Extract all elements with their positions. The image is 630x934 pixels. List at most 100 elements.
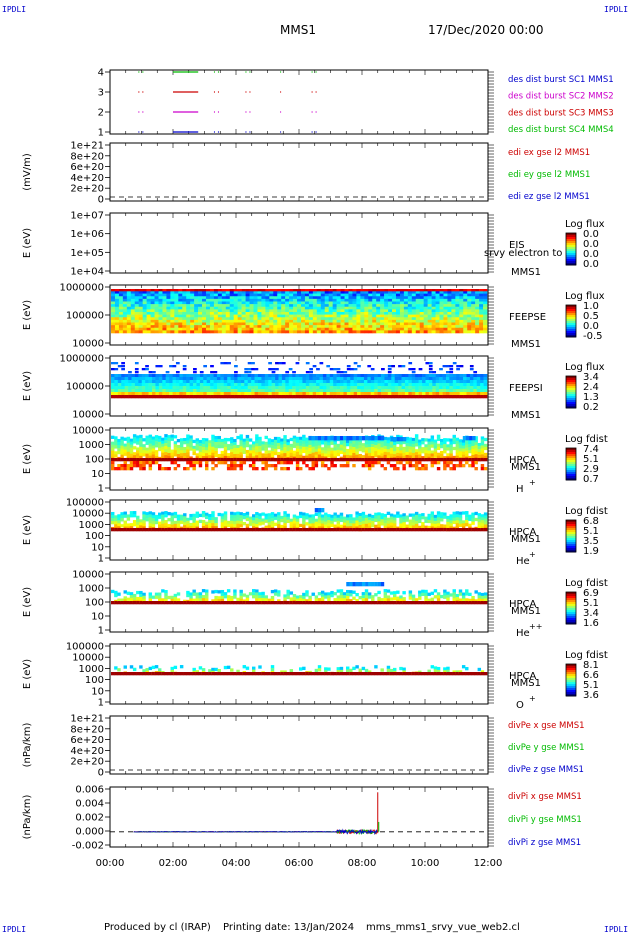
spectrogram-cell [326,383,331,387]
spacecraft-label: MMS1 [511,462,541,473]
spectrogram-cell [320,312,326,315]
spectrogram-cell [253,312,258,315]
spectrogram-cell [265,309,270,313]
spectrogram-cell [148,514,153,518]
spectrogram-cell [122,296,128,300]
spectrogram-cell [154,312,159,315]
spectrogram-cell [257,296,262,300]
spectrogram-cell [233,524,237,528]
spectrogram-cell [186,325,191,329]
y-axis-label: (mV/m) [22,153,33,191]
spectrogram-cell [423,306,428,310]
spectrogram-cell [117,464,121,468]
spectrogram-cell [363,395,368,399]
spectrogram-cell [126,317,132,321]
spectrogram-cell [195,511,200,515]
spectrogram-cell [145,380,149,384]
spectrogram-cell [229,306,234,310]
spectrogram-cell [210,380,214,384]
spectrogram-cell [179,517,184,521]
spectrogram-cell [205,309,211,313]
spectrogram-cell [427,312,432,315]
spectrogram-cell [205,317,211,321]
spectrogram-cell [380,304,385,308]
spectrogram-cell [211,446,215,451]
spectrogram-cell [280,438,284,442]
spectrogram-cell [172,395,177,399]
spectrogram-cell [205,444,209,448]
spectrogram-cell [126,293,132,297]
spectrogram-cell [111,520,115,525]
spectrogram-cell [217,325,223,329]
spectrogram-cell [213,386,218,390]
spectrogram-cell [139,461,143,465]
spectrogram-cell [308,447,312,452]
spectrogram-cell [396,452,400,457]
spectrogram-cell [295,464,300,468]
spectrogram-cell [236,517,240,521]
spectrogram-cell [459,314,464,318]
spectrogram-cell [166,319,171,323]
spectrogram-cell [324,319,329,323]
spectrogram-cell [419,325,424,329]
spectrogram-cell [123,464,127,468]
spectrogram-cell [357,386,361,390]
spectrogram-cell [477,458,482,462]
spectrogram-cell [360,319,365,323]
spectrogram-cell [439,330,444,334]
spectrogram-cell [312,325,318,329]
spectrogram-cell [223,383,228,387]
spectrogram-cell [459,291,464,294]
spectrogram-cell [330,450,334,454]
spectrogram-cell [123,452,127,456]
spectrogram-cell [227,362,231,365]
spectrogram-cell [121,389,125,393]
spectrogram-cell [155,386,160,390]
spectrogram-cell [247,374,252,378]
spectrogram-cell [339,438,344,442]
spectrogram-cell [324,314,329,318]
spectrogram-cell [293,298,298,302]
spectrogram-cell [297,322,302,326]
spectrogram-cell [201,452,206,457]
spectrogram-cell [299,436,303,441]
spectrogram-cell [415,374,419,378]
spectrogram-cell [253,322,258,326]
spectrogram-cell [199,386,204,390]
spectrogram-cell [134,291,140,294]
spectrogram-cell [280,458,284,462]
spectrogram-cell [324,447,328,451]
spectrogram-cell [423,291,428,294]
spectrogram-cell [170,312,175,315]
spectrogram-cell [300,319,306,323]
spectrogram-cell [213,304,219,308]
spectrogram-cell [380,464,384,468]
spectrogram-cell [186,309,191,313]
spectrogram-cell [265,306,270,310]
spectrogram-cell [443,330,448,334]
spectrogram-cell [281,293,286,297]
spectrogram-cell [120,515,124,519]
spectrogram-cell [289,443,294,448]
spectrogram-cell [176,448,181,452]
spectrogram-cell [316,386,320,390]
spectrogram-cell [216,395,221,399]
spectrogram-cell [136,441,140,445]
spectrogram-cell [367,383,372,387]
spectrogram-cell [124,389,129,393]
spectrogram-cell [169,395,173,399]
spectrogram-cell [428,389,433,393]
spectrogram-cell [150,327,155,331]
spectrogram-cell [223,374,228,378]
spectrogram-cell [264,377,269,381]
spectrogram-cell [431,304,436,308]
spectrogram-cell [356,301,361,305]
spectrogram-cell [117,528,121,532]
spectrogram-cell [261,392,266,396]
spectrogram-cell [152,392,156,396]
spectrogram-cell [360,301,365,305]
spectrogram-cell [158,322,163,326]
spectrogram-cell [221,289,227,292]
spectrogram-cell [190,298,195,302]
spectrogram-cell [339,464,344,468]
